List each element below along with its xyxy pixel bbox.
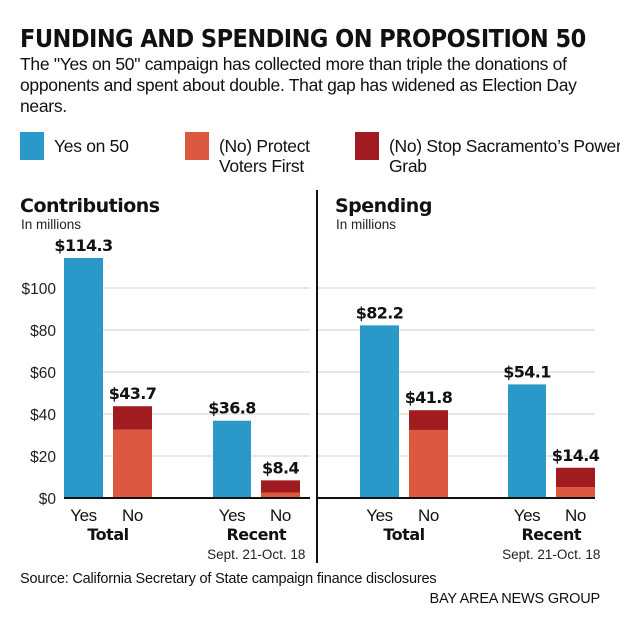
contributions-ytick-label: $80: [30, 323, 56, 340]
legend-label-stop-sacramento: (No) Stop Sacramento’s Power Grab: [389, 136, 620, 176]
spending-category-label: Yes: [366, 506, 393, 525]
spending-group-label: Total: [383, 525, 424, 544]
contributions-value-label: $114.3: [54, 236, 112, 255]
spending-value-label: $54.1: [503, 362, 551, 381]
spending-group-label: Recent: [521, 525, 581, 544]
chart-subtitle: The "Yes on 50" campaign has collected m…: [20, 54, 577, 116]
contributions-group-label: Total: [87, 525, 128, 544]
spending-group-sublabel: Sept. 21-Oct. 18: [502, 547, 600, 562]
spending-value-label: $82.2: [356, 303, 404, 322]
contributions-value-label: $43.7: [109, 384, 157, 403]
spending-bar-total-yes-segment: [360, 325, 399, 498]
contributions-title: Contributions: [20, 195, 160, 217]
legend-item-yes: Yes on 50: [20, 132, 174, 160]
spending-category-label: Yes: [514, 506, 541, 525]
legend-label-protect-voters: (No) Protect Voters First: [219, 136, 310, 176]
contributions-ytick-label: $60: [30, 365, 56, 382]
legend-swatch-stop-sacramento: [355, 132, 379, 160]
contributions-value-label: $36.8: [208, 399, 256, 418]
legend-label-yes: Yes on 50: [54, 136, 129, 156]
contributions-bar-total-no-segment: [113, 406, 152, 430]
contributions-value-label: $8.4: [262, 458, 300, 477]
contributions-category-label: No: [122, 506, 143, 525]
spending-title: Spending: [335, 195, 432, 217]
spending-bar-recent-no-segment: [556, 467, 595, 488]
contributions-bar-total-no-segment: [113, 429, 152, 498]
legend-item-stop-sacramento: (No) Stop Sacramento’s Power Grab: [355, 132, 620, 176]
legend-swatch-yes: [20, 132, 44, 160]
contributions-bar-total-yes-segment: [64, 257, 103, 498]
chart-title: FUNDING AND SPENDING ON PROPOSITION 50: [20, 24, 586, 53]
contributions-ytick-label: $0: [39, 491, 57, 508]
spending-value-label: $41.8: [405, 388, 453, 407]
credit: BAY AREA NEWS GROUP: [429, 591, 600, 607]
legend: Yes on 50 (No) Protect Voters First (No)…: [0, 132, 620, 182]
contributions-ytick-label: $100: [22, 281, 57, 298]
spending-category-label: No: [418, 506, 439, 525]
spending-subtitle: In millions: [336, 217, 396, 232]
contributions-bar-recent-yes-segment: [213, 420, 251, 498]
contributions-group-sublabel: Sept. 21-Oct. 18: [207, 547, 305, 562]
contributions-bar-recent-no-segment: [261, 480, 300, 493]
contributions-group-label: Recent: [226, 525, 286, 544]
spending-category-label: No: [565, 506, 586, 525]
legend-item-protect-voters: (No) Protect Voters First: [185, 132, 359, 176]
spending-bar-total-no-segment: [409, 429, 448, 498]
contributions-category-label: Yes: [219, 506, 246, 525]
source-note: Source: California Secretary of State ca…: [20, 571, 437, 587]
contributions-subtitle: In millions: [21, 217, 81, 232]
spending-bar-recent-no-segment: [556, 487, 595, 498]
contributions-ytick-label: $20: [30, 449, 56, 466]
spending-bar-total-no-segment: [409, 410, 448, 430]
spending-bar-recent-yes-segment: [508, 384, 546, 498]
contributions-ytick-label: $40: [30, 407, 56, 424]
spending-value-label: $14.4: [552, 446, 600, 465]
contributions-category-label: Yes: [70, 506, 97, 525]
contributions-bar-recent-no-segment: [261, 492, 300, 498]
contributions-category-label: No: [270, 506, 291, 525]
legend-swatch-protect-voters: [185, 132, 209, 160]
